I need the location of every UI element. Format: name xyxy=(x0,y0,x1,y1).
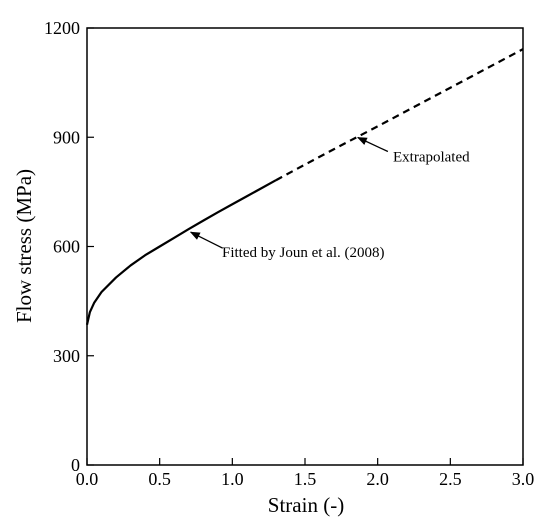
x-tick-label: 0.5 xyxy=(148,469,171,489)
x-axis-label: Strain (-) xyxy=(268,493,344,517)
y-tick-label: 1200 xyxy=(44,18,80,38)
y-axis-label: Flow stress (MPa) xyxy=(12,169,36,323)
extrapolated-series-line xyxy=(275,48,524,182)
fitted-series-line xyxy=(85,179,277,326)
y-tick-label: 900 xyxy=(53,127,80,147)
x-tick-label: 2.0 xyxy=(366,469,389,489)
x-tick-label: 2.5 xyxy=(439,469,462,489)
y-tick-label: 300 xyxy=(53,346,80,366)
extrapolated-annotation-arrow xyxy=(356,136,389,153)
fitted-annotation-arrow xyxy=(189,231,224,249)
x-tick-label: 3.0 xyxy=(512,469,535,489)
extrapolated-annotation-label: Extrapolated xyxy=(393,150,470,166)
y-tick-label: 0 xyxy=(71,455,80,475)
y-tick-label: 600 xyxy=(53,237,80,257)
x-tick-label: 1.0 xyxy=(221,469,244,489)
x-tick-label: 0.0 xyxy=(76,469,99,489)
fitted-annotation-label: Fitted by Joun et al. (2008) xyxy=(222,245,384,261)
x-tick-label: 1.5 xyxy=(294,469,317,489)
